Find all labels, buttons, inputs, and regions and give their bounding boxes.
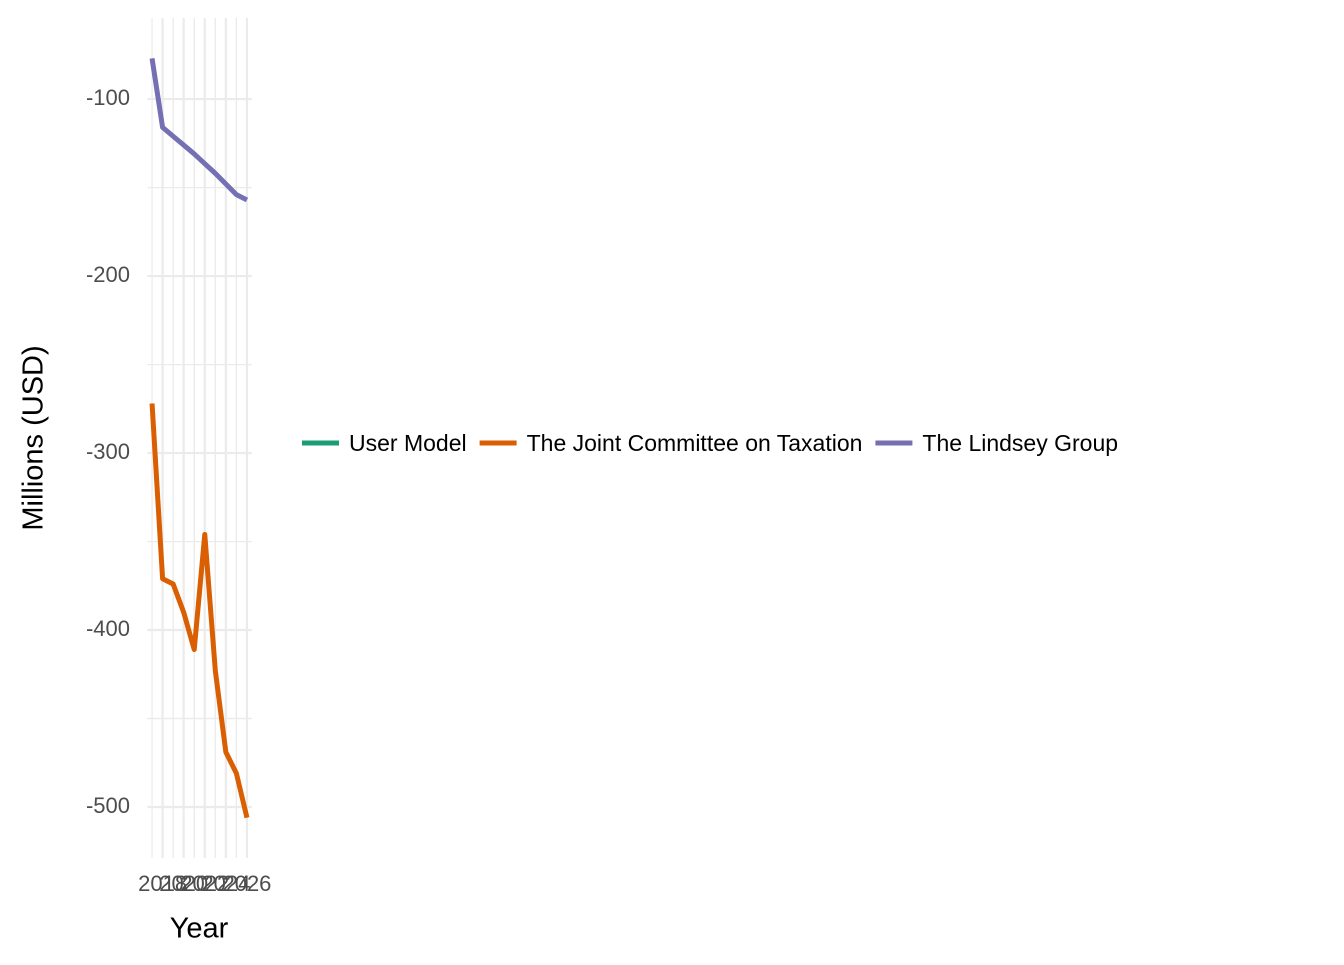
series-line bbox=[149, 57, 249, 203]
y-tick-label: -500 bbox=[86, 793, 130, 818]
x-tick-label: 2022 bbox=[180, 871, 229, 896]
series-line bbox=[149, 403, 250, 819]
x-tick-label: 2026 bbox=[222, 871, 271, 896]
legend-label: The Lindsey Group bbox=[922, 430, 1118, 456]
y-tick-label: -200 bbox=[86, 262, 130, 287]
legend-label: The Joint Committee on Taxation bbox=[527, 430, 863, 456]
x-axis-title: Year bbox=[170, 913, 229, 945]
y-tick-label: -400 bbox=[86, 616, 130, 641]
x-tick-label: 2024 bbox=[201, 871, 250, 896]
legend-label: User Model bbox=[349, 430, 467, 456]
y-tick-label: -100 bbox=[86, 85, 130, 110]
y-tick-label: -300 bbox=[86, 439, 130, 464]
x-tick-label: 2020 bbox=[159, 871, 208, 896]
y-axis-title: Millions (USD) bbox=[18, 345, 50, 530]
x-tick-label: 2018 bbox=[138, 871, 187, 896]
